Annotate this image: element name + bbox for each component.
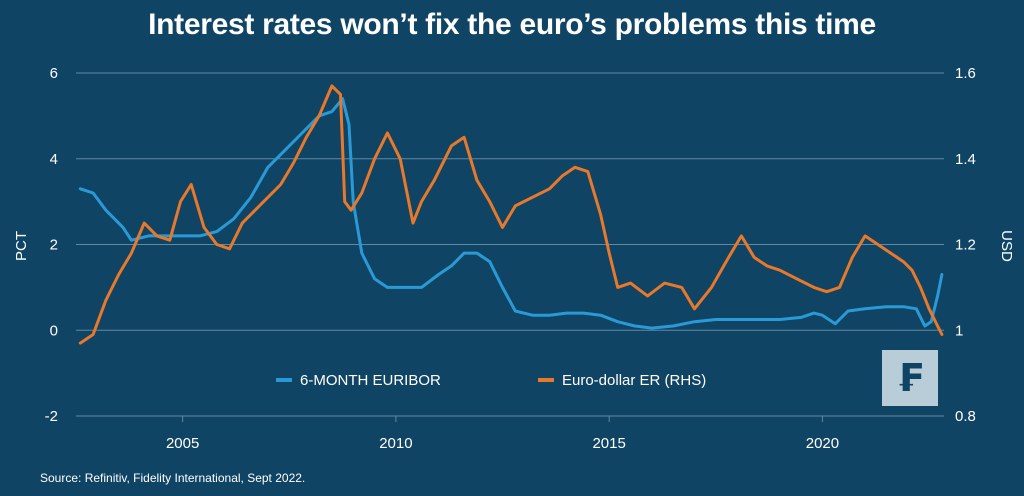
legend: 6-MONTH EURIBOR Euro-dollar ER (RHS) [276, 372, 706, 389]
y2-tick-label: 1.6 [955, 65, 976, 82]
y2-tick-label: 1.4 [955, 151, 976, 168]
fidelity-logo: ₣ [882, 350, 938, 406]
logo-glyph: ₣ [896, 356, 924, 400]
legend-label-euribor: 6-MONTH EURIBOR [300, 372, 441, 389]
series-lines [78, 84, 944, 345]
legend-label-eur-usd: Euro-dollar ER (RHS) [562, 372, 706, 389]
series-line-eur-usd [78, 84, 944, 345]
y-tick-label: 0 [50, 322, 58, 339]
axis-ticks: 6 4 2 0 -2 1.6 1.4 1.2 1 0.8 2005 2010 2015 2020 [45, 65, 976, 452]
y2-tick-label: 1 [955, 322, 963, 339]
x-tick-label: 2010 [379, 435, 412, 452]
x-tick-label: 2020 [806, 435, 839, 452]
x-tick-label: 2005 [166, 435, 199, 452]
y-tick-label: 6 [50, 65, 58, 82]
y-tick-label: -2 [45, 408, 58, 425]
source-note: Source: Refinitiv, Fidelity Internationa… [40, 471, 306, 485]
y-tick-label: 4 [50, 151, 58, 168]
y2-axis-label: USD [998, 230, 1015, 262]
y2-tick-label: 0.8 [955, 408, 976, 425]
chart-title: Interest rates won’t fix the euro’s prob… [148, 8, 876, 41]
gridlines [76, 72, 944, 417]
y-tick-label: 2 [50, 237, 58, 254]
y2-tick-label: 1.2 [955, 237, 976, 254]
x-tick-label: 2015 [592, 435, 625, 452]
y-axis-label: PCT [13, 231, 30, 261]
series-line-euribor [78, 97, 944, 330]
